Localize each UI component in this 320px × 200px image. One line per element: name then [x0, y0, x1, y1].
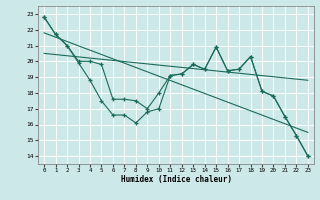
X-axis label: Humidex (Indice chaleur): Humidex (Indice chaleur)	[121, 175, 231, 184]
